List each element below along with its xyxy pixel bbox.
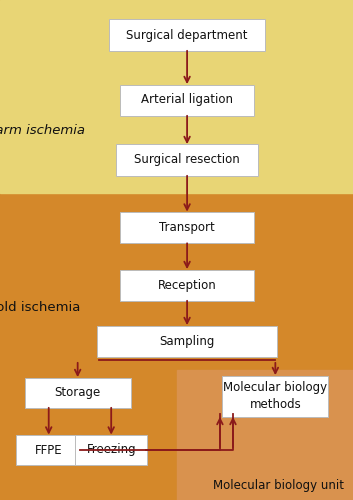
- Bar: [176, 370, 353, 500]
- Text: FFPE: FFPE: [35, 444, 62, 456]
- Text: Surgical resection: Surgical resection: [134, 154, 240, 166]
- Text: Freezing: Freezing: [86, 444, 136, 456]
- FancyBboxPatch shape: [16, 435, 81, 465]
- FancyBboxPatch shape: [222, 376, 328, 416]
- Text: Arterial ligation: Arterial ligation: [141, 94, 233, 106]
- Text: Reception: Reception: [158, 278, 216, 291]
- Text: Storage: Storage: [54, 386, 101, 399]
- FancyBboxPatch shape: [120, 212, 254, 243]
- Bar: [0, 0, 353, 192]
- FancyBboxPatch shape: [75, 435, 148, 465]
- Text: Molecular biology unit: Molecular biology unit: [213, 480, 345, 492]
- FancyBboxPatch shape: [109, 20, 265, 50]
- Text: Surgical department: Surgical department: [126, 28, 248, 42]
- Text: Warm ischemia: Warm ischemia: [0, 124, 84, 136]
- FancyBboxPatch shape: [120, 270, 254, 300]
- Text: Cold ischemia: Cold ischemia: [0, 301, 80, 314]
- FancyBboxPatch shape: [116, 144, 258, 176]
- FancyBboxPatch shape: [25, 378, 131, 408]
- Text: Sampling: Sampling: [160, 334, 215, 347]
- Text: Transport: Transport: [159, 221, 215, 234]
- FancyBboxPatch shape: [120, 84, 254, 116]
- Text: Molecular biology
methods: Molecular biology methods: [223, 382, 327, 410]
- FancyBboxPatch shape: [97, 326, 277, 356]
